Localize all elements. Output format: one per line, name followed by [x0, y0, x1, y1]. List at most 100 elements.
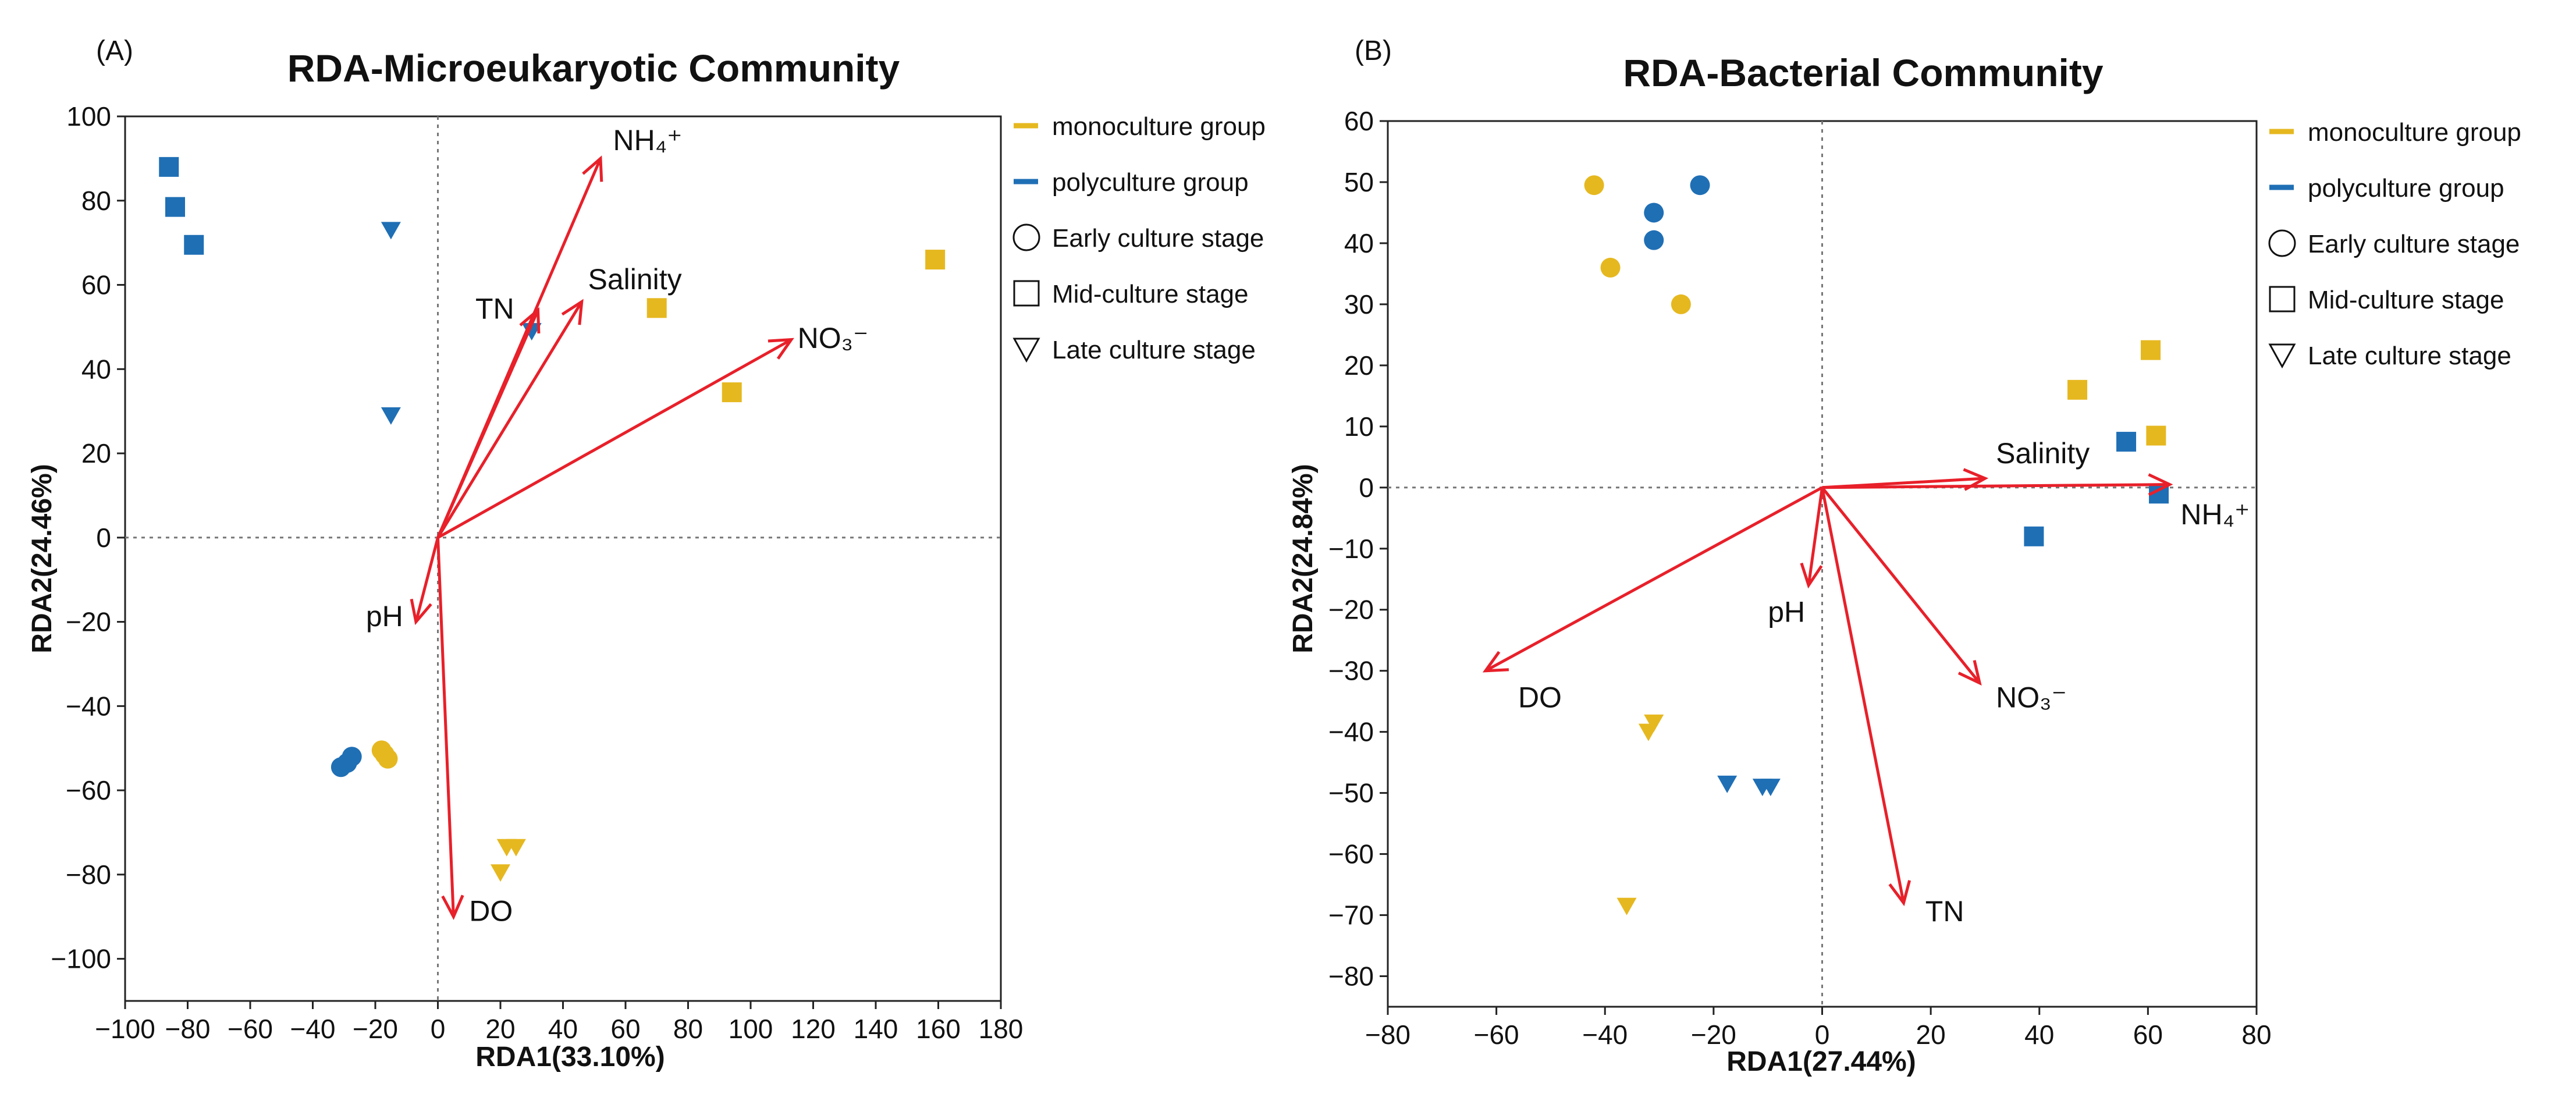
panel-a-x-tick-label: 40	[548, 1014, 578, 1044]
panel-a-legend-polyculture-group-label: polyculture group	[1052, 168, 1249, 197]
panel-a-point-polyculture-group-mid-culture-stage	[165, 197, 185, 217]
panel-b-arrow-ph-label: pH	[1768, 596, 1805, 628]
panel-b-y-tick-label: −40	[1328, 717, 1374, 747]
panel-b-arrow-do-label: DO	[1518, 681, 1562, 714]
panel-b-point-monoculture-group-mid-culture-stage	[2146, 425, 2166, 446]
panel-a-y-tick-label: 0	[96, 523, 111, 553]
panel-b-point-polyculture-group-late-culture-stage	[1717, 775, 1738, 793]
panel-b-y-tick-label: 10	[1344, 411, 1374, 442]
panel-b-y-tick-label: −30	[1328, 656, 1374, 686]
panel-a-arrow-tn-label: TN	[475, 292, 514, 325]
panel-b-x-tick-label: 80	[2241, 1020, 2271, 1050]
panel-a-x-tick-label: −40	[290, 1014, 335, 1044]
panel-b-y-tick-label: −20	[1328, 595, 1374, 625]
panel-b-legend-polyculture-group-label: polyculture group	[2308, 174, 2504, 203]
panel-a-point-monoculture-group-mid-culture-stage	[925, 250, 946, 270]
panel-a-y-tick-label: 60	[81, 270, 111, 300]
panel-a-legend-late-culture-stage-swatch	[1012, 338, 1040, 363]
panel-b-point-polyculture-group-mid-culture-stage	[2116, 432, 2137, 452]
panel-a-point-polyculture-group-early-culture-stage	[342, 747, 362, 767]
panel-b-y-tick-label: −70	[1328, 900, 1374, 931]
panel-b-legend-mid-culture-stage-swatch	[2269, 286, 2296, 312]
panel-a-point-polyculture-group-mid-culture-stage	[184, 235, 204, 255]
panel-a-arrow-no	[437, 338, 793, 539]
panel-a-title: RDA-Microeukaryotic Community	[287, 47, 900, 90]
panel-a-x-tick-label: 0	[431, 1014, 446, 1044]
panel-b-y-tick-label: 60	[1344, 106, 1374, 136]
panel-b-y-tick-label: −10	[1328, 534, 1374, 564]
panel-b-arrow-nh-label: NH₄⁺	[2180, 498, 2250, 531]
panel-b-point-monoculture-group-mid-culture-stage	[2141, 340, 2161, 360]
panel-a-arrow-ph-head	[410, 598, 432, 626]
panel-a-x-tick-label: 20	[485, 1014, 515, 1044]
panel-b-arrow-ph-head	[1800, 562, 1823, 589]
panel-b-arrow-do	[1484, 486, 1823, 672]
panel-a-x-tick-label: 160	[916, 1014, 961, 1044]
panel-a-legend-early-culture-stage-label: Early culture stage	[1052, 224, 1264, 253]
panel-b-arrow-no	[1821, 486, 1981, 684]
panel-a-legend: monoculture group polyculture group Early …	[1012, 112, 1266, 364]
panel-b-title: RDA-Bacterial Community	[1623, 51, 2103, 94]
panel-a-x-tick-label: 140	[854, 1014, 898, 1044]
panel-b-arrow-nh-head	[2148, 473, 2173, 496]
panel-b-x-tick-label: −80	[1365, 1020, 1410, 1050]
panel-a-x-axis-label: RDA1(33.10%)	[475, 1042, 665, 1073]
panel-b-legend-late-culture-stage-swatch	[2268, 343, 2296, 369]
panel-b-y-tick-label: 40	[1344, 228, 1374, 258]
panel-b-y-tick-label: −80	[1328, 961, 1374, 992]
panel-a-point-monoculture-group-mid-culture-stage	[646, 298, 667, 318]
panel-b-arrow-tn-head	[1888, 880, 1911, 907]
panel-a-arrow-salinity-head	[561, 299, 584, 325]
panel-a-y-tick-label: 20	[81, 438, 111, 468]
panel-b-legend-early-culture-stage-label: Early culture stage	[2308, 230, 2520, 258]
panel-b-arrow-tn-label: TN	[1925, 895, 1964, 928]
panel-a-arrow-no-label: NO₃⁻	[798, 322, 869, 354]
panel-a-arrow-do	[436, 537, 455, 917]
panel-b-arrow-do-head	[1482, 651, 1509, 673]
panel-a-arrow-ph	[414, 537, 439, 623]
panel-a-arrow-tn-head	[519, 307, 541, 334]
panel-a-arrow-nh-head	[582, 155, 603, 182]
panel-b-x-tick-label: 20	[1916, 1020, 1946, 1050]
panel-b-point-polyculture-group-late-culture-stage	[1760, 779, 1781, 797]
panel-b-x-tick-label: 40	[2024, 1020, 2054, 1050]
panel-a-arrow-tn	[436, 309, 539, 538]
panel-b-legend: monoculture group polyculture group Early …	[2268, 118, 2521, 370]
panel-b-x-tick-label: 0	[1815, 1020, 1830, 1050]
panel-a-arrow-ph-label: pH	[366, 600, 403, 633]
panel-a-point-polyculture-group-late-culture-stage	[381, 407, 401, 425]
panel-b-y-tick-label: 50	[1344, 167, 1374, 197]
panel-a-arrow-salinity-label: Salinity	[588, 263, 682, 296]
panel-a-x-tick-label: 120	[791, 1014, 836, 1044]
panel-a-arrow-no-head	[768, 338, 794, 360]
panel-b-x-tick-label: −20	[1691, 1020, 1736, 1050]
panel-a-point-monoculture-group-late-culture-stage	[506, 839, 526, 857]
panel-b-x-tick-label: −60	[1474, 1020, 1519, 1050]
panel-b-point-monoculture-group-mid-culture-stage	[2067, 379, 2088, 400]
panel-a-y-tick-label: −80	[66, 860, 111, 890]
panel-a-point-monoculture-group-mid-culture-stage	[722, 382, 742, 403]
panel-a-arrow-salinity	[436, 301, 583, 539]
panel-b-point-monoculture-group-early-culture-stage	[1600, 257, 1621, 278]
panel-a-legend-late-culture-stage-label: Late culture stage	[1052, 336, 1256, 364]
panel-a-y-tick-label: 40	[81, 354, 111, 384]
panel-a-x-tick-label: −80	[165, 1014, 210, 1044]
panel-a-point-monoculture-group-early-culture-stage	[378, 748, 398, 769]
panel-a-x-tick-label: 100	[729, 1014, 773, 1044]
panel-b-arrow-salinity-label: Salinity	[1996, 437, 2090, 470]
panel-b-y-tick-label: 30	[1344, 289, 1374, 319]
panel-a-y-tick-label: −60	[66, 775, 111, 805]
panel-a-y-tick-label: 100	[66, 101, 111, 132]
panel-b-y-axis-label: RDA2(24.84%)	[1288, 464, 1319, 653]
panel-b-y-tick-label: 0	[1359, 473, 1374, 503]
panel-a-point-polyculture-group-mid-culture-stage	[159, 157, 179, 177]
panel-a-y-tick-label: −100	[51, 944, 111, 974]
panel-b-x-tick-label: 60	[2133, 1020, 2163, 1050]
panel-b-x-axis-label: RDA1(27.44%)	[1726, 1046, 1916, 1077]
panel-a-y-tick-label: 80	[81, 186, 111, 216]
panel-b-point-monoculture-group-late-culture-stage	[1616, 897, 1637, 915]
panel-b-tag: (B)	[1355, 35, 1392, 66]
panel-a-y-tick-label: −40	[66, 691, 111, 721]
panel-b-legend-monoculture-group-label: monoculture group	[2308, 118, 2521, 147]
